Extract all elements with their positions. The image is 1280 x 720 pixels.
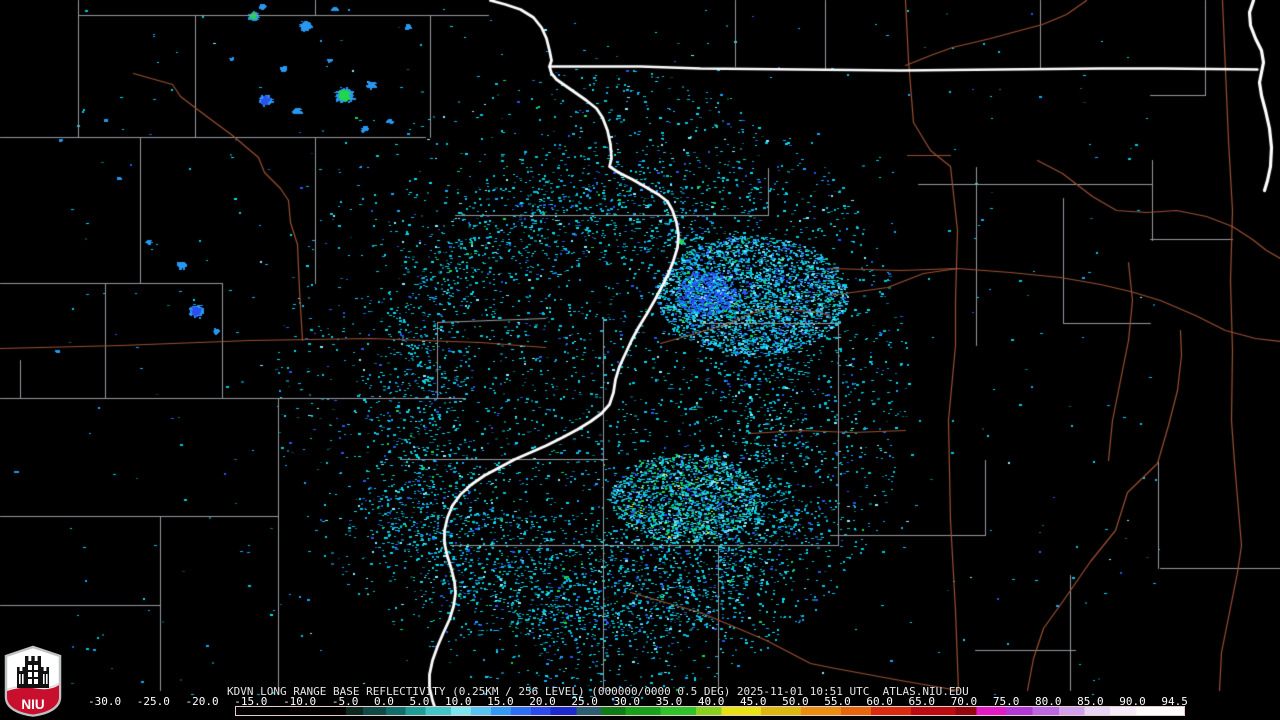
scale-label: 30.0 [613, 695, 641, 708]
reflectivity-colorbar [235, 706, 1185, 716]
niu-shield-red-band [7, 685, 59, 715]
scale-label: 55.0 [824, 695, 851, 708]
scale-label: 90.0 [1119, 695, 1146, 708]
colorbar-scale-labels: -30.0 -25.0 -20.0 -15.0 -10.0 -5.0 0.0 5.0 10.0 1… [88, 696, 1188, 707]
scale-label: -20.0 [185, 695, 219, 708]
scale-label: -5.0 [331, 695, 359, 708]
scale-label: 35.0 [655, 695, 683, 708]
scale-label: 20.0 [529, 695, 556, 708]
scale-label: 60.0 [866, 695, 893, 708]
scale-label: 50.0 [782, 695, 809, 708]
niu-label: NIU [21, 697, 44, 712]
product-title: KDVN LONG RANGE BASE REFLECTIVITY (0.25K… [227, 685, 969, 698]
scale-label: 70.0 [950, 695, 978, 708]
scale-label: -10.0 [283, 695, 317, 708]
scale-label: 0.0 [373, 695, 394, 708]
scale-label: -15.0 [234, 695, 268, 708]
scale-label: 65.0 [908, 695, 936, 708]
scale-label: -25.0 [136, 695, 170, 708]
niu-logo: NIU [4, 645, 62, 717]
scale-label: -30.0 [88, 695, 122, 708]
scale-label: 45.0 [739, 695, 767, 708]
scale-label: 10.0 [445, 695, 472, 708]
scale-label: 80.0 [1034, 695, 1062, 708]
scale-label: 85.0 [1077, 695, 1104, 708]
scale-label: 5.0 [409, 695, 430, 708]
scale-label: 15.0 [487, 695, 514, 708]
niu-castle-icon [17, 656, 49, 688]
scale-label: 75.0 [992, 695, 1020, 708]
scale-label: 40.0 [697, 695, 725, 708]
scale-label: 25.0 [571, 695, 598, 708]
scale-label: 94.5 [1161, 695, 1188, 708]
